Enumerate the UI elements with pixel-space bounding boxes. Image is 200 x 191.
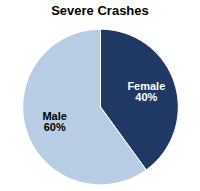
- svg-text:Female40%: Female40%: [127, 80, 165, 103]
- html-text:Severe Crashes: Severe Crashes: [51, 3, 149, 18]
- svg-text:Male60%: Male60%: [42, 110, 66, 133]
